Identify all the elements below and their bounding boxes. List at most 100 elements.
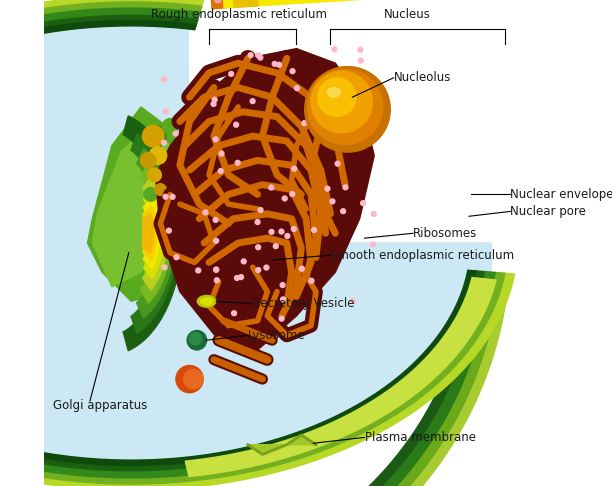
- Polygon shape: [0, 10, 491, 476]
- Circle shape: [327, 117, 332, 122]
- Polygon shape: [92, 126, 180, 287]
- Text: Nuclear envelope: Nuclear envelope: [510, 188, 612, 201]
- Circle shape: [325, 89, 330, 94]
- Circle shape: [272, 62, 277, 67]
- Circle shape: [162, 265, 167, 270]
- Circle shape: [371, 211, 376, 216]
- Circle shape: [359, 58, 364, 63]
- Circle shape: [324, 83, 329, 87]
- Polygon shape: [0, 0, 487, 486]
- Circle shape: [214, 267, 218, 272]
- Polygon shape: [142, 213, 154, 253]
- Circle shape: [281, 297, 285, 302]
- Circle shape: [235, 160, 240, 165]
- Circle shape: [213, 217, 218, 222]
- Circle shape: [250, 99, 255, 104]
- Circle shape: [282, 196, 287, 201]
- Text: Lysosome: Lysosome: [248, 329, 305, 342]
- Circle shape: [234, 122, 239, 127]
- Polygon shape: [248, 435, 316, 454]
- Circle shape: [318, 78, 356, 117]
- Polygon shape: [123, 116, 182, 350]
- Circle shape: [325, 186, 330, 191]
- Circle shape: [147, 168, 162, 182]
- Circle shape: [350, 298, 355, 303]
- Circle shape: [239, 275, 244, 279]
- Polygon shape: [0, 0, 506, 486]
- Circle shape: [330, 199, 335, 204]
- Circle shape: [277, 62, 282, 67]
- Circle shape: [370, 242, 375, 247]
- Polygon shape: [185, 278, 496, 476]
- Circle shape: [312, 227, 316, 232]
- Circle shape: [313, 117, 318, 122]
- Circle shape: [189, 332, 202, 345]
- Circle shape: [196, 268, 201, 273]
- Circle shape: [345, 70, 349, 75]
- Circle shape: [167, 196, 183, 212]
- Circle shape: [299, 266, 304, 271]
- Circle shape: [346, 146, 351, 151]
- Circle shape: [335, 161, 340, 166]
- Circle shape: [279, 229, 284, 234]
- Circle shape: [174, 255, 179, 260]
- Circle shape: [162, 77, 166, 82]
- Circle shape: [162, 140, 166, 145]
- Polygon shape: [0, 8, 495, 478]
- Polygon shape: [0, 0, 496, 486]
- Text: Ribosomes: Ribosomes: [413, 227, 477, 240]
- Circle shape: [214, 0, 222, 3]
- Circle shape: [285, 234, 290, 239]
- Circle shape: [229, 71, 234, 76]
- Circle shape: [307, 69, 382, 144]
- Polygon shape: [141, 163, 171, 303]
- Polygon shape: [143, 198, 160, 269]
- Circle shape: [341, 208, 346, 213]
- Circle shape: [292, 166, 297, 171]
- Text: Plasma membrane: Plasma membrane: [365, 431, 476, 444]
- Circle shape: [170, 194, 175, 199]
- Circle shape: [214, 238, 218, 243]
- Circle shape: [274, 244, 278, 249]
- Text: Rough endoplasmic reticulum: Rough endoplasmic reticulum: [151, 8, 327, 21]
- Circle shape: [336, 137, 341, 141]
- Circle shape: [258, 55, 263, 60]
- Circle shape: [143, 125, 164, 147]
- Circle shape: [214, 267, 218, 272]
- Circle shape: [269, 185, 274, 190]
- Circle shape: [280, 283, 285, 288]
- Circle shape: [248, 53, 253, 58]
- Circle shape: [358, 47, 363, 52]
- Circle shape: [256, 245, 261, 250]
- Circle shape: [256, 268, 261, 273]
- Circle shape: [145, 125, 166, 147]
- Circle shape: [184, 369, 203, 389]
- Polygon shape: [131, 134, 178, 333]
- Circle shape: [218, 169, 223, 174]
- Circle shape: [256, 53, 261, 58]
- Circle shape: [332, 47, 337, 52]
- Ellipse shape: [201, 298, 212, 305]
- Circle shape: [269, 229, 274, 234]
- Circle shape: [212, 97, 217, 102]
- Polygon shape: [155, 49, 374, 350]
- Circle shape: [213, 137, 218, 142]
- Text: Nuclear pore: Nuclear pore: [510, 205, 586, 218]
- Circle shape: [306, 97, 311, 102]
- Circle shape: [211, 102, 216, 106]
- Circle shape: [166, 228, 171, 233]
- Circle shape: [162, 119, 178, 134]
- Circle shape: [176, 365, 203, 393]
- Text: Nucleus: Nucleus: [384, 8, 431, 21]
- Polygon shape: [211, 0, 436, 9]
- Circle shape: [321, 106, 326, 111]
- Circle shape: [258, 208, 263, 212]
- Circle shape: [144, 188, 157, 201]
- Circle shape: [294, 86, 299, 90]
- Polygon shape: [0, 16, 484, 470]
- Ellipse shape: [327, 87, 340, 97]
- Polygon shape: [0, 0, 515, 486]
- Circle shape: [264, 265, 269, 270]
- Circle shape: [157, 161, 174, 179]
- Circle shape: [279, 316, 284, 321]
